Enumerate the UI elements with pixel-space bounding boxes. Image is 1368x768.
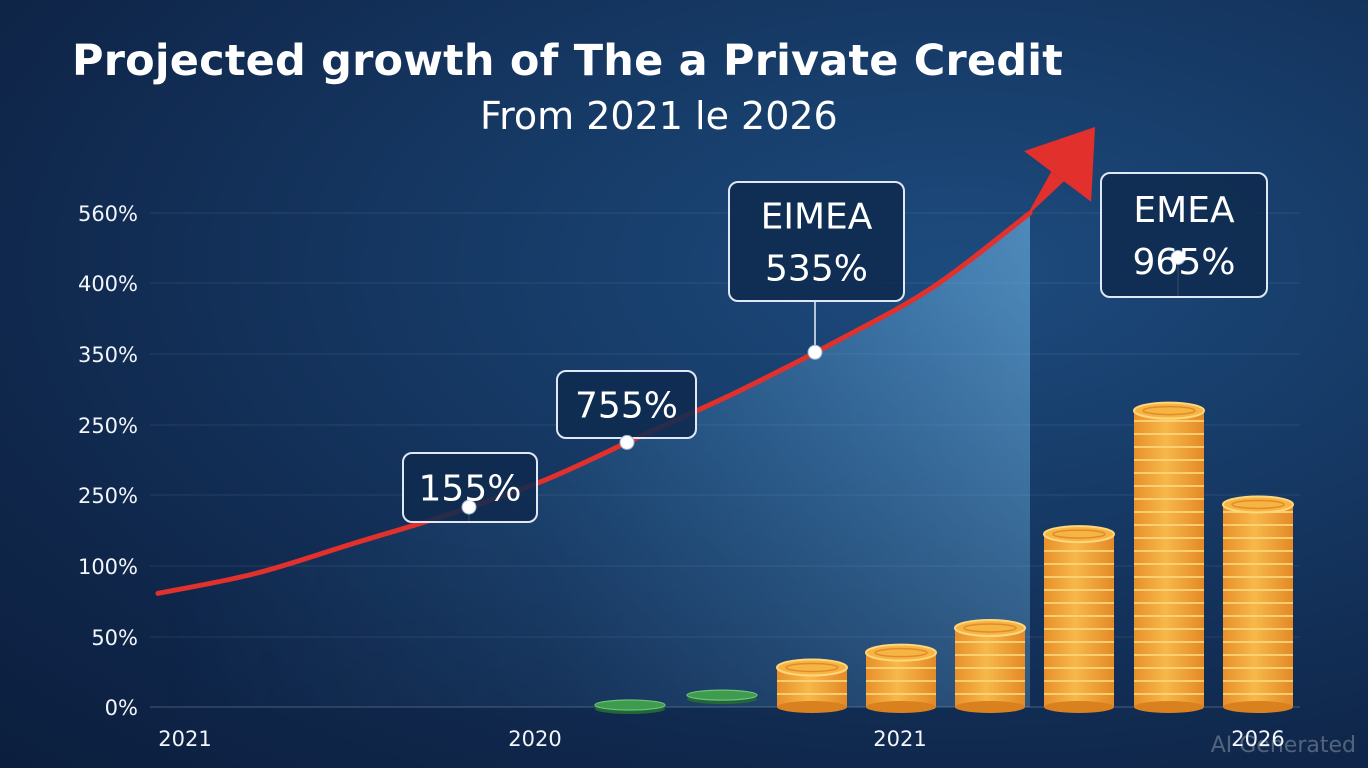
x-tick-label: 2021 [873, 727, 926, 751]
callout: 155% [402, 452, 538, 523]
stack-top-rim [1231, 499, 1285, 510]
callout-label: EMEA [1133, 190, 1235, 231]
watermark: AI Generated [1210, 733, 1356, 758]
callout-point [619, 434, 635, 450]
callout-point [461, 499, 477, 515]
callout: 755% [556, 370, 697, 450]
chart-title: Projected growth of The a Private Credit [72, 36, 1063, 86]
callout-point [807, 344, 823, 360]
growth-curve [155, 127, 1095, 596]
callout-box [1100, 172, 1268, 298]
y-tick-label: 250% [78, 484, 138, 508]
stack-top-rim [1142, 405, 1196, 416]
stack-base [777, 701, 847, 713]
coin-stack [954, 618, 1026, 713]
callout-label: EIMEA [761, 197, 873, 238]
coin-stack [1043, 525, 1115, 713]
arrow-shaft [1026, 171, 1064, 217]
y-tick-label: 350% [78, 343, 138, 367]
callout-label: 965% [1133, 242, 1236, 283]
coin-stacks [594, 401, 1294, 714]
y-tick-label: 560% [78, 202, 138, 226]
stack-base [955, 701, 1025, 713]
disc-top [686, 689, 758, 701]
coin-stack [776, 658, 848, 713]
stack-base [1134, 701, 1204, 713]
y-tick-label: 100% [78, 555, 138, 579]
stack-top-rim [1052, 529, 1106, 539]
stack-top-rim [874, 647, 928, 658]
stack-top-rim [785, 662, 839, 673]
curve-line [155, 210, 1033, 596]
stack-base [866, 701, 936, 713]
y-tick-label: 250% [78, 414, 138, 438]
callout: EMEA 965% [1100, 172, 1268, 298]
stack-top [865, 643, 937, 662]
stack-base [1044, 701, 1114, 713]
green-disc [686, 689, 758, 705]
callouts: 155% 755% EIMEA 535% EMEA 965% [402, 172, 1268, 523]
callout-box [728, 181, 905, 302]
coin-stack [865, 643, 937, 713]
stack-top [1222, 495, 1294, 514]
callout: EIMEA 535% [728, 181, 905, 360]
x-tick-label: 2026 [1231, 727, 1284, 751]
callout-point [1170, 249, 1186, 265]
coin-stack [1133, 401, 1205, 713]
callout-label: 755% [575, 386, 678, 427]
chart-subtitle: From 2021 le 2026 [480, 94, 838, 138]
x-tick-label: 2021 [158, 727, 211, 751]
callout-box [402, 452, 538, 523]
x-axis-ticks: 2021 2020 2021 2026 [158, 727, 1284, 751]
callout-label: 155% [419, 469, 522, 510]
stack-top [1043, 525, 1115, 544]
coin-stack [1222, 495, 1294, 713]
stack-top [776, 658, 848, 677]
stack-base [1223, 701, 1293, 713]
stack-body [866, 652, 936, 707]
callout-label: 535% [765, 249, 868, 290]
stack-body [1044, 534, 1114, 707]
stack-top-rim [963, 623, 1017, 633]
y-tick-label: 400% [78, 272, 138, 296]
x-tick-label: 2020 [508, 727, 561, 751]
y-tick-label: 50% [91, 626, 138, 650]
y-tick-label: 0% [105, 696, 138, 720]
y-axis-ticks: 0% 50% 100% 250% 250% 350% 400% 560% [78, 202, 138, 720]
disc-top [594, 699, 666, 711]
stack-body [1223, 504, 1293, 707]
stack-top [954, 618, 1026, 637]
stack-body [1134, 410, 1204, 707]
stack-top [1133, 401, 1205, 420]
arrow-head [1024, 127, 1095, 202]
green-disc [594, 699, 666, 714]
